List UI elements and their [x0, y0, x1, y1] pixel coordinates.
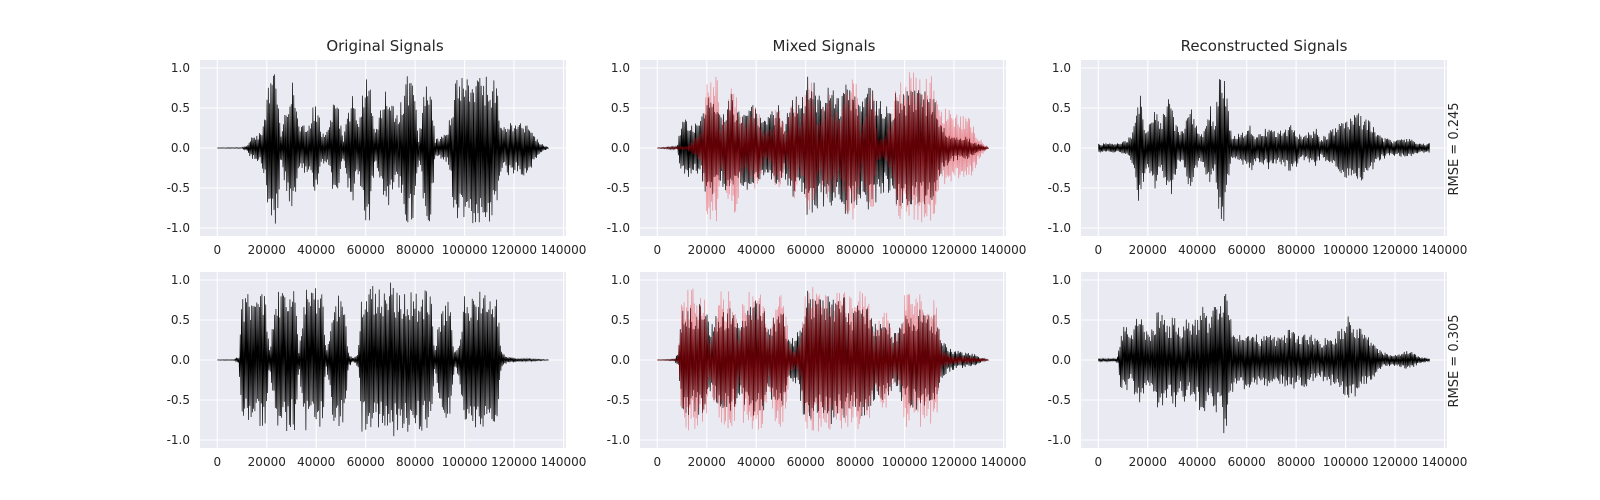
x-tick-label: 40000	[737, 243, 775, 257]
x-tick-label: 100000	[1323, 243, 1369, 257]
x-tick-label: 80000	[1277, 243, 1315, 257]
y-tick-label: 0.5	[611, 313, 630, 327]
y-tick-label: 0.0	[611, 141, 630, 155]
x-tick-label: 100000	[1323, 455, 1369, 469]
x-tick-label: 40000	[297, 243, 335, 257]
y-tick-label: -0.5	[167, 181, 190, 195]
rmse-label-row-2: RMSE = 0.305	[1447, 314, 1462, 407]
x-tick-label: 60000	[787, 243, 825, 257]
x-tick-label: 0	[213, 243, 221, 257]
x-tick-label: 0	[1094, 455, 1102, 469]
x-tick-label: 60000	[1228, 455, 1266, 469]
x-tick-label: 140000	[541, 243, 587, 257]
y-tick-label: 1.0	[611, 61, 630, 75]
x-tick-label: 20000	[248, 455, 286, 469]
x-tick-label: 80000	[1277, 455, 1315, 469]
x-tick-label: 40000	[297, 455, 335, 469]
x-tick-label: 120000	[931, 455, 977, 469]
x-tick-label: 100000	[442, 455, 488, 469]
y-tick-label: -1.0	[607, 221, 630, 235]
x-tick-label: 40000	[737, 455, 775, 469]
x-tick-label: 40000	[1178, 455, 1216, 469]
x-tick-label: 60000	[1228, 243, 1266, 257]
y-tick-label: 0.5	[611, 101, 630, 115]
y-tick-label: -0.5	[1048, 393, 1071, 407]
x-tick-label: 80000	[396, 455, 434, 469]
title-mixed-signals: Mixed Signals	[773, 37, 876, 55]
x-tick-label: 20000	[1129, 455, 1167, 469]
x-tick-label: 40000	[1178, 243, 1216, 257]
y-tick-label: 1.0	[1052, 61, 1071, 75]
signal-trace-overlay	[657, 72, 989, 223]
y-tick-label: 0.5	[171, 101, 190, 115]
signal-trace-overlay	[657, 286, 989, 432]
x-tick-label: 140000	[1422, 455, 1468, 469]
signal-trace	[217, 74, 549, 224]
panel-r2-c3: 0 20000 40000 60000 80000 100000 120000 140000 -…	[1048, 272, 1468, 469]
y-tick-label: 0.0	[171, 353, 190, 367]
x-tick-label: 100000	[442, 243, 488, 257]
y-tick-label: -0.5	[607, 181, 630, 195]
title-original-signals: Original Signals	[326, 37, 444, 55]
x-tick-label: 60000	[347, 455, 385, 469]
x-tick-label: 0	[653, 455, 661, 469]
x-tick-label: 60000	[347, 243, 385, 257]
title-reconstructed-signals: Reconstructed Signals	[1181, 37, 1348, 55]
x-tick-label: 140000	[1422, 243, 1468, 257]
y-tick-label: 1.0	[611, 273, 630, 287]
x-tick-label: 0	[1094, 243, 1102, 257]
y-tick-label: 0.0	[1052, 353, 1071, 367]
x-tick-label: 100000	[882, 243, 928, 257]
x-tick-label: 120000	[491, 455, 537, 469]
rmse-label-row-1: RMSE = 0.245	[1447, 102, 1462, 195]
panel-r1-c2: 0 20000 40000 60000 80000 100000 120000 140000 -…	[607, 60, 1027, 257]
x-tick-label: 60000	[787, 455, 825, 469]
x-tick-label: 140000	[981, 455, 1027, 469]
x-tick-label: 120000	[1372, 455, 1418, 469]
x-tick-label: 120000	[1372, 243, 1418, 257]
y-tick-label: 1.0	[1052, 273, 1071, 287]
y-tick-label: 0.5	[171, 313, 190, 327]
panel-r2-c2: 0 20000 40000 60000 80000 100000 120000 140000 -…	[607, 272, 1027, 469]
y-tick-label: -1.0	[1048, 433, 1071, 447]
x-tick-label: 0	[213, 455, 221, 469]
signal-trace	[1097, 79, 1431, 221]
signal-trace	[657, 76, 989, 215]
y-tick-label: -0.5	[167, 393, 190, 407]
x-tick-label: 140000	[541, 455, 587, 469]
x-tick-label: 120000	[491, 243, 537, 257]
x-tick-label: 20000	[1129, 243, 1167, 257]
y-tick-label: -1.0	[167, 433, 190, 447]
y-tick-label: 0.5	[1052, 313, 1071, 327]
y-tick-label: -1.0	[1048, 221, 1071, 235]
y-tick-label: -0.5	[607, 393, 630, 407]
panel-r1-c1: 0 20000 40000 60000 80000 100000 120000 140000 -…	[167, 60, 587, 257]
y-tick-label: 0.5	[1052, 101, 1071, 115]
x-tick-label: 100000	[882, 455, 928, 469]
y-tick-label: -1.0	[607, 433, 630, 447]
y-tick-label: 0.0	[171, 141, 190, 155]
x-tick-label: 20000	[688, 455, 726, 469]
panel-r2-c1: 0 20000 40000 60000 80000 100000 120000 140000 -…	[167, 272, 587, 469]
x-tick-label: 80000	[836, 243, 874, 257]
y-tick-label: -1.0	[167, 221, 190, 235]
x-tick-label: 0	[653, 243, 661, 257]
signal-trace	[217, 282, 549, 437]
panel-r1-c3: 0 20000 40000 60000 80000 100000 120000 140000 -…	[1048, 60, 1468, 257]
y-tick-label: 0.0	[1052, 141, 1071, 155]
x-tick-label: 80000	[836, 455, 874, 469]
x-tick-label: 120000	[931, 243, 977, 257]
y-tick-label: 1.0	[171, 273, 190, 287]
y-tick-label: -0.5	[1048, 181, 1071, 195]
x-tick-label: 140000	[981, 243, 1027, 257]
subplot-grid: 0 20000 40000 60000 80000 100000 120000 140000-…	[167, 60, 1468, 469]
x-tick-label: 20000	[248, 243, 286, 257]
y-tick-label: 1.0	[171, 61, 190, 75]
signal-trace	[657, 290, 989, 425]
x-tick-label: 20000	[688, 243, 726, 257]
signal-trace	[1097, 293, 1431, 434]
x-tick-label: 80000	[396, 243, 434, 257]
y-tick-label: 0.0	[611, 353, 630, 367]
